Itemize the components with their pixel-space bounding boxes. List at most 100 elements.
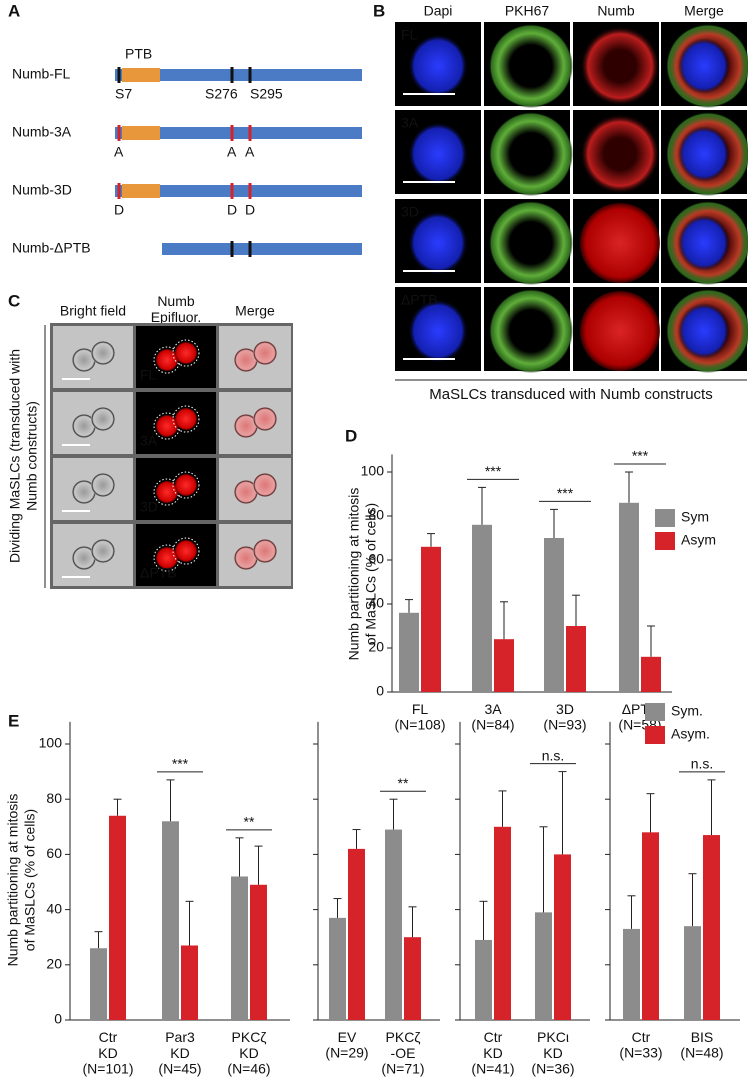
protein-bar [115,69,362,81]
bar [348,848,365,1020]
cell [156,481,178,503]
row-label: ΔPTB [140,565,177,581]
bar [623,928,640,1020]
legend-swatch [655,509,675,527]
error-bar [94,931,103,949]
cell [175,408,197,430]
error-bar [646,793,655,833]
cell [156,547,178,569]
bar [162,821,179,1020]
nucleus [408,299,468,363]
significance: *** [557,485,574,501]
x-tick-label: Par3 KD [165,1029,195,1061]
numb-stain [580,291,660,371]
cell [253,539,277,563]
x-tick-label: 3D [556,701,574,717]
site-label: S7 [115,86,132,102]
n-label: (N=48) [680,1045,723,1061]
row-label: 3A [401,115,419,131]
bar [703,835,720,1020]
numb-stain [580,203,660,283]
legend-swatch [645,703,665,721]
column-header: Bright field [60,303,126,319]
ptb-domain [122,68,160,82]
site-label: A [114,144,124,160]
row-label: FL [401,27,418,43]
error-bar [113,798,122,816]
column-header: Numb Epifluor. [151,293,202,325]
bar [566,626,586,692]
cell [91,407,115,431]
nucleus [408,211,468,275]
bar [399,612,419,692]
n-label: (N=108) [395,717,446,733]
y-axis-label: Numb partitioning at mitosis [346,488,362,661]
cell [91,539,115,563]
outline [172,537,200,565]
x-tick-label: PKCζ -OE [386,1029,421,1061]
bar [250,884,267,1020]
significance: ** [244,814,255,830]
error-bar [550,508,558,538]
bar [329,917,346,1020]
caption: MaSLCs transduced with Numb constructs [429,386,712,403]
column-header: PKH67 [505,3,550,19]
cell [253,407,277,431]
site-mark [230,241,234,257]
y-tick-label: 0 [54,1011,62,1027]
n-label: (N=84) [471,717,514,733]
panel-letter: A [8,1,20,20]
bar [494,639,514,692]
site-label: D [227,202,237,218]
bar [475,939,492,1020]
error-bar [254,845,263,885]
error-bar [647,625,655,657]
column-header: Dapi [424,3,453,19]
x-tick-label: PKCι KD [537,1029,569,1061]
legend-label: Asym [681,532,716,548]
x-tick-label: Ctr KD [483,1029,502,1061]
n-label: (N=29) [325,1045,368,1061]
construct-name: Numb-ΔPTB [12,240,91,256]
cell [234,348,258,372]
site-mark [117,183,121,199]
y-axis-label: of MaSLCs (% of cells) [22,809,38,951]
site-mark [248,241,252,257]
n-label: (N=45) [158,1061,201,1077]
y-tick-label: 20 [46,956,62,972]
x-tick-label: FL [412,701,429,717]
site-label: D [245,202,255,218]
cell [91,473,115,497]
row-label: FL [140,367,157,383]
numb-stain [580,114,660,194]
side-label: Dividing MaSLCs (transduced with [7,349,23,563]
legend-label: Sym. [671,703,703,719]
bar [684,926,701,1020]
bar [554,854,571,1020]
site-label: A [245,144,255,160]
significance: ** [398,775,409,791]
error-bar [333,898,342,918]
y-tick-label: 80 [368,507,384,523]
significance: n.s. [542,747,565,763]
error-bar [498,790,507,827]
significance: *** [632,448,649,464]
merge-nucleus [678,215,730,271]
x-tick-label: EV [338,1029,357,1045]
error-bar [539,826,548,913]
bar [642,832,659,1020]
cell [72,348,96,372]
merge-nucleus [678,126,730,182]
site-label: S276 [205,86,238,102]
nucleus [408,34,468,98]
numb-stain [580,26,660,106]
bar [472,524,492,692]
merge-nucleus [678,38,730,94]
bar [619,502,639,692]
n-label: (N=46) [227,1061,270,1077]
cell [175,474,197,496]
n-label: (N=71) [381,1061,424,1077]
y-tick-label: 60 [46,845,62,861]
x-tick-label: PKCζ KD [232,1029,267,1061]
membrane [489,24,573,108]
